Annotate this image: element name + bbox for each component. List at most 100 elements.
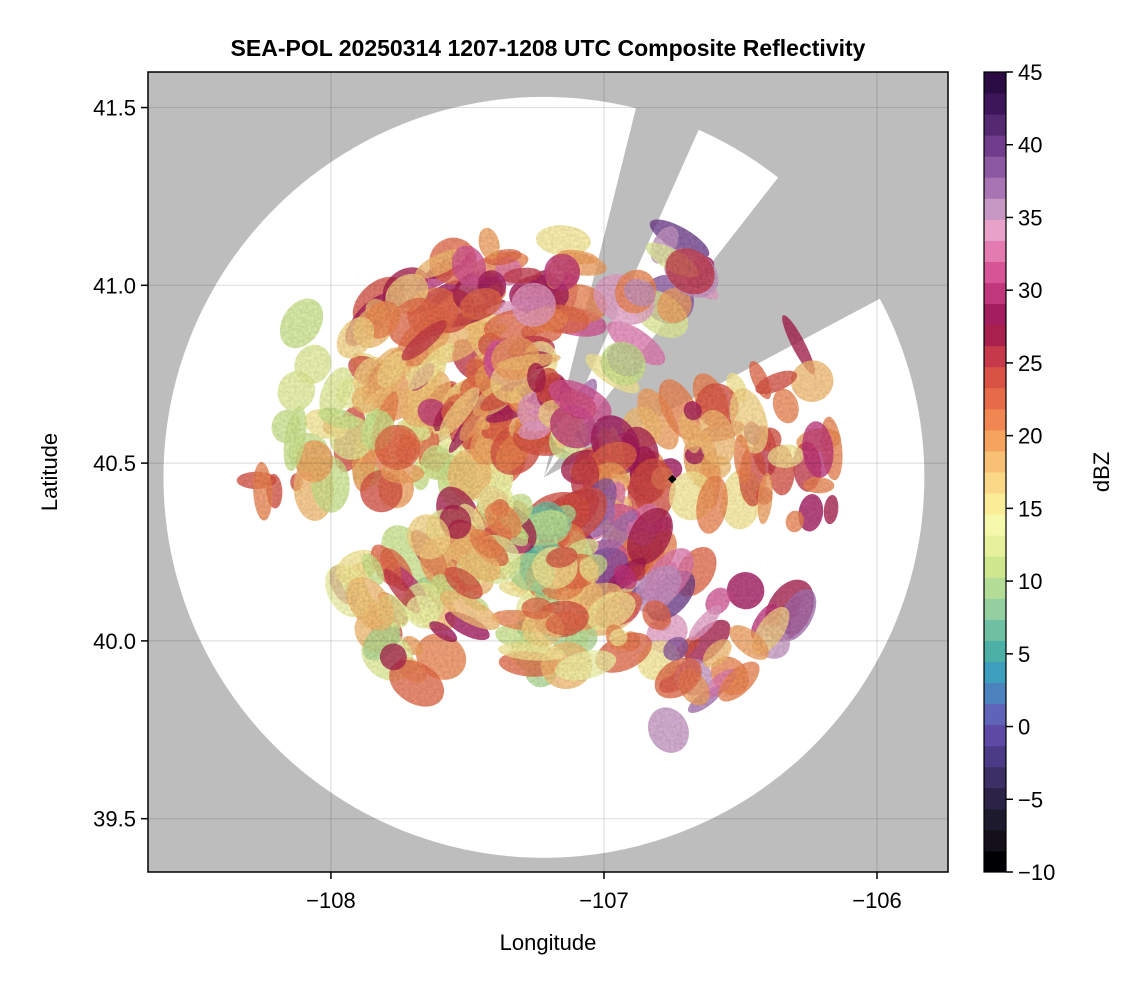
echo-cell	[657, 287, 692, 324]
echo-cell	[496, 353, 561, 370]
echo-cell	[688, 605, 722, 641]
colorbar-segment	[984, 156, 1006, 178]
x-axis-ticks: −108 −107 −106	[306, 872, 902, 913]
y-axis-label: Latitude	[37, 433, 62, 511]
colorbar-segment	[984, 177, 1006, 199]
echo-cell	[548, 379, 612, 422]
echo-cell	[527, 362, 547, 393]
echo-cell	[374, 424, 421, 470]
echo-cell	[803, 477, 835, 494]
echo-cell	[401, 320, 447, 361]
echo-cell	[555, 650, 617, 681]
colorbar: −10 −5 0 5 10 15 20 25 30 35 40 45	[983, 60, 1055, 885]
echo-cell	[634, 565, 682, 613]
colorbar-segment	[984, 387, 1006, 410]
colorbar-segment	[984, 408, 1006, 431]
x-axis-label: Longitude	[500, 930, 597, 955]
echo-cell	[469, 529, 502, 559]
echo-cell	[444, 611, 490, 641]
echo-cell	[544, 253, 581, 291]
colorbar-segment	[984, 324, 1006, 347]
echo-cell	[389, 660, 445, 707]
colorbar-segment	[984, 240, 1006, 262]
colorbar-tick-label: −5	[1018, 787, 1043, 812]
echo-cell	[697, 409, 736, 467]
echo-cell	[451, 245, 487, 288]
echo-cell	[319, 367, 353, 418]
echo-cell	[407, 514, 451, 560]
colorbar-segment	[984, 366, 1006, 389]
echo-cell	[545, 611, 581, 635]
echo-cell	[253, 462, 273, 521]
y-tick-label: 41.5	[93, 96, 136, 121]
colorbar-segment	[984, 514, 1006, 536]
echo-cell	[521, 597, 554, 620]
echo-cell	[318, 407, 360, 429]
echo-cell	[586, 592, 636, 630]
echo-cell	[729, 625, 769, 660]
echo-cell	[405, 595, 440, 629]
echo-cell	[609, 628, 628, 647]
colorbar-tick-label: 0	[1018, 715, 1030, 740]
echo-cell	[647, 707, 689, 753]
echo-cell	[613, 564, 637, 590]
y-tick-label: 40.5	[93, 451, 136, 476]
colorbar-segment	[984, 345, 1006, 368]
echo-cell	[790, 360, 834, 402]
echo-cell	[439, 590, 500, 630]
echo-cell	[802, 421, 834, 478]
colorbar-segment	[984, 261, 1006, 284]
location-marker	[667, 474, 677, 484]
colorbar-segment	[984, 829, 1006, 852]
colorbar-label: dBZ	[1089, 452, 1114, 492]
echo-cell	[767, 444, 805, 468]
echo-cell	[377, 351, 407, 388]
echo-cell	[336, 317, 375, 359]
echo-cell	[778, 588, 817, 641]
echo-cell	[459, 405, 489, 441]
colorbar-segment	[984, 450, 1006, 473]
colorbar-segment	[984, 598, 1006, 620]
echo-cell	[642, 600, 672, 631]
colorbar-segment	[984, 93, 1006, 115]
colorbar-segment	[984, 640, 1006, 662]
colorbar-segment	[984, 282, 1006, 305]
colorbar-tick-label: 45	[1018, 60, 1042, 85]
echo-region	[491, 491, 652, 690]
colorbar-frame	[983, 71, 1007, 873]
echo-cell	[484, 502, 522, 539]
echo-cell	[295, 440, 334, 483]
echo-cell	[452, 538, 501, 582]
echo-cell	[702, 639, 732, 668]
colorbar-segment	[984, 472, 1006, 494]
colorbar-segment	[984, 219, 1006, 241]
echo-cell	[798, 494, 824, 532]
y-axis-ticks: 39.5 40.0 40.5 41.0 41.5	[93, 96, 148, 832]
x-tick-label: −108	[306, 888, 356, 913]
echo-cell	[362, 553, 385, 585]
chart-title: SEA-POL 20250314 1207-1208 UTC Composite…	[231, 35, 866, 61]
echo-cell	[429, 621, 458, 643]
colorbar-segment	[984, 787, 1006, 810]
colorbar-segment	[984, 850, 1006, 873]
colorbar-segment	[984, 429, 1006, 452]
colorbar-segment	[984, 114, 1006, 136]
echo-cell	[346, 576, 394, 631]
y-tick-label: 41.0	[93, 273, 136, 298]
echo-cell	[279, 298, 324, 349]
echo-cell	[518, 420, 552, 440]
x-tick-label: −107	[579, 888, 629, 913]
colorbar-segment	[984, 135, 1006, 157]
echo-cell	[502, 267, 542, 284]
colorbar-segment	[984, 661, 1006, 684]
plot-frame	[147, 71, 949, 873]
echo-cell	[408, 342, 455, 390]
echo-cell	[271, 409, 302, 444]
echo-cell	[294, 344, 332, 385]
echo-cell	[665, 248, 715, 295]
echo-cell	[684, 619, 731, 665]
y-tick-label: 40.0	[93, 629, 136, 654]
colorbar-tick-label: 15	[1018, 496, 1042, 521]
echo-cell	[785, 510, 804, 533]
colorbar-tick-label: 30	[1018, 278, 1042, 303]
